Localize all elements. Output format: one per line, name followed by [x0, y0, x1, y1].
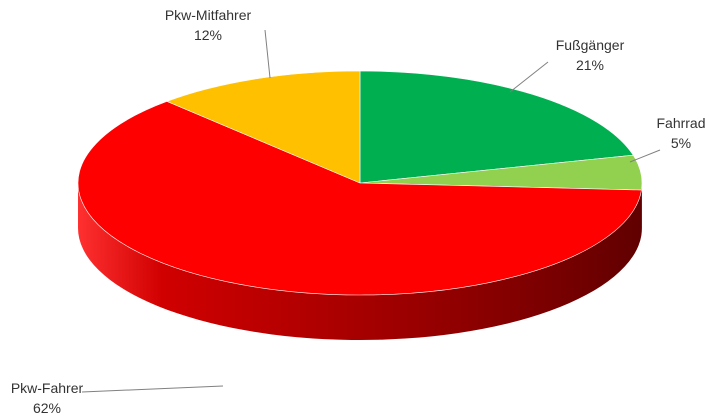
leader-line	[264, 29, 271, 79]
pie-side-fahrrad	[641, 183, 642, 236]
leader-line	[509, 61, 549, 93]
pie-top-layer	[77, 70, 643, 296]
pie-slice-pkw-mitfahrer	[166, 70, 361, 184]
pie-slice-fu-g-nger	[359, 70, 634, 184]
leader-lines	[81, 29, 661, 393]
slice-percent-label: 21%	[576, 57, 604, 73]
leader-line	[629, 149, 661, 163]
slice-label: Fahrrad	[656, 115, 705, 131]
pie-slice-pkw-fahrer	[77, 101, 642, 296]
pie-side-layer	[78, 183, 642, 340]
leader-line	[81, 385, 224, 393]
pie-side-pkw-fahrer	[78, 183, 642, 340]
slice-percent-label: 12%	[194, 27, 222, 43]
slice-label: Fußgänger	[556, 37, 625, 53]
slice-label: Pkw-Mitfahrer	[165, 7, 252, 23]
slice-label: Pkw-Fahrer	[11, 380, 84, 396]
data-labels: Fußgänger 21% Fahrrad 5% Pkw-Fahrer 62% Pkw-Mi…	[11, 7, 706, 416]
slice-percent-label: 5%	[671, 135, 691, 151]
slice-percent-label: 62%	[33, 400, 61, 416]
